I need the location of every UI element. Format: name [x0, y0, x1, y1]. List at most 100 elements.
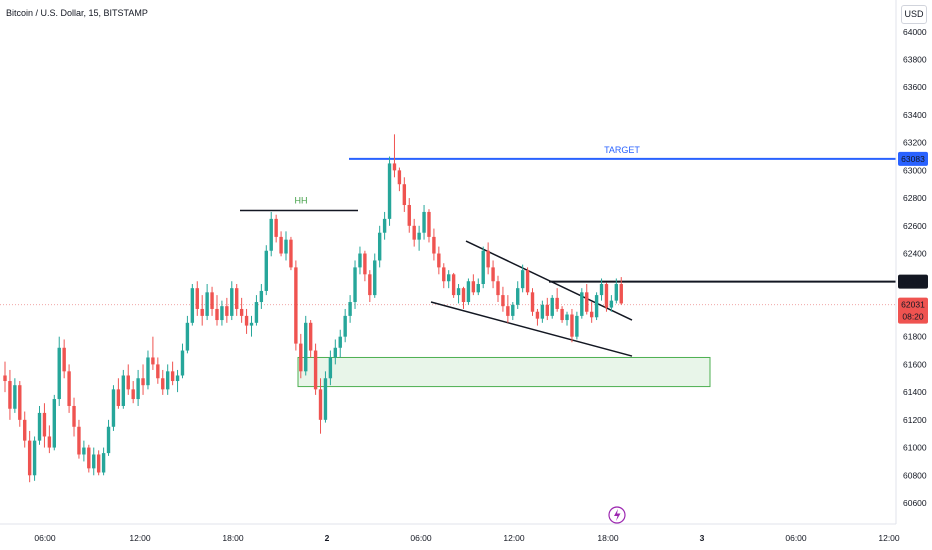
- candle-body: [540, 304, 545, 319]
- candle: [392, 134, 397, 178]
- candle: [259, 284, 264, 309]
- candle: [126, 364, 130, 395]
- candle: [353, 260, 357, 309]
- y-tick-label: 62800: [903, 193, 927, 203]
- candle-body: [585, 292, 589, 312]
- candle: [308, 320, 313, 358]
- y-tick-label: 60600: [903, 498, 927, 508]
- x-tick-label: 06:00: [34, 533, 56, 543]
- higher-high-label: HH: [295, 196, 308, 206]
- y-tick-label: 61200: [903, 415, 927, 425]
- candle-body: [190, 288, 195, 323]
- currency-button[interactable]: USD: [901, 5, 927, 24]
- x-tick-label: 12:00: [878, 533, 900, 543]
- candle: [82, 440, 86, 462]
- y-tick-label: 62600: [903, 221, 927, 231]
- candle-body: [156, 364, 160, 379]
- resistance-price-badge-text: 62197: [901, 277, 925, 287]
- candle-body: [550, 297, 554, 316]
- candle: [52, 394, 56, 451]
- candle: [146, 350, 150, 390]
- candle-body: [180, 350, 185, 376]
- candle: [496, 275, 500, 303]
- x-tick-label: 06:00: [785, 533, 807, 543]
- candle-body: [599, 284, 604, 296]
- candle-body: [151, 357, 155, 365]
- candle: [545, 297, 549, 321]
- candle-body: [313, 350, 318, 390]
- y-tick-label: 61800: [903, 332, 927, 342]
- candle-body: [77, 426, 81, 455]
- candle-body: [304, 322, 308, 372]
- candle-body: [338, 336, 342, 348]
- candle: [27, 430, 32, 483]
- candle: [254, 295, 259, 326]
- candle-body: [333, 347, 338, 358]
- candle: [323, 371, 328, 423]
- resistance-price-badge: [898, 274, 928, 289]
- candle: [412, 218, 416, 247]
- candle-body: [328, 357, 333, 379]
- candle: [328, 350, 333, 386]
- candle-body: [486, 250, 490, 268]
- candle-body: [392, 163, 397, 171]
- candle: [8, 369, 12, 420]
- candle-body: [437, 253, 441, 268]
- symbol-title: Bitcoin / U.S. Dollar, 15, BITSTAMP: [6, 8, 148, 18]
- candle: [235, 284, 239, 316]
- candle: [165, 364, 170, 395]
- candle-body: [308, 322, 313, 351]
- candle-body: [427, 211, 431, 237]
- candle-body: [481, 250, 485, 285]
- candle: [47, 425, 52, 454]
- y-tick-label: 61000: [903, 443, 927, 453]
- candle-body: [131, 389, 135, 400]
- candle: [387, 156, 392, 226]
- candle-body: [244, 315, 249, 326]
- candle-body: [520, 270, 525, 289]
- candle-body: [23, 419, 27, 441]
- candle: [614, 278, 619, 304]
- candle-body: [106, 426, 111, 454]
- demand-zone: [297, 356, 711, 388]
- lightning-icon[interactable]: [608, 506, 626, 524]
- candle-body: [294, 267, 298, 344]
- candle-body: [82, 447, 86, 455]
- candle-body: [126, 375, 130, 390]
- candle: [599, 278, 604, 301]
- candle-body: [284, 239, 288, 254]
- candle: [535, 308, 540, 326]
- candle: [264, 245, 268, 296]
- candle: [284, 231, 288, 261]
- candle-body: [382, 218, 387, 233]
- candle: [239, 297, 244, 323]
- candle: [594, 292, 599, 321]
- candle-body: [570, 314, 574, 337]
- candle-body: [96, 454, 101, 473]
- candle: [72, 397, 76, 437]
- candle-body: [363, 253, 367, 275]
- candle: [170, 361, 175, 386]
- candle: [23, 411, 27, 448]
- candle: [101, 447, 106, 476]
- x-tick-label: 18:00: [222, 533, 244, 543]
- candle: [516, 281, 520, 309]
- candle-body: [368, 274, 372, 296]
- candle: [382, 211, 387, 240]
- candle: [57, 336, 61, 406]
- candle: [511, 302, 515, 321]
- candle: [447, 270, 451, 289]
- candle-body: [560, 308, 564, 321]
- candle: [619, 277, 623, 305]
- candle: [589, 302, 594, 323]
- candle-body: [348, 302, 352, 316]
- candle: [343, 308, 347, 343]
- wedge-lower-line: [430, 301, 633, 357]
- candle: [456, 284, 461, 304]
- candle-body: [72, 405, 76, 427]
- candle: [156, 357, 160, 384]
- candle-body: [619, 284, 623, 304]
- candle-body: [195, 288, 199, 309]
- candle-body: [62, 347, 66, 372]
